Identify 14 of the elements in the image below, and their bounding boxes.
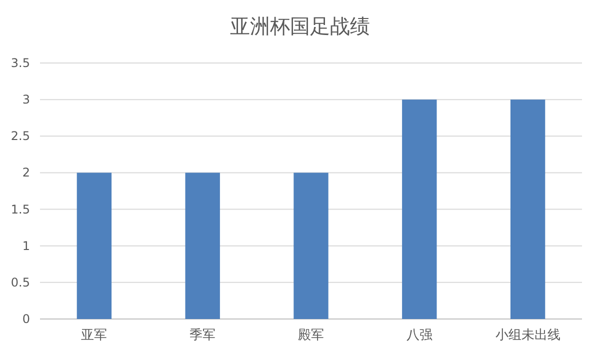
x-tick-label: 亚军 <box>81 328 108 343</box>
chart-title: 亚洲杯国足战绩 <box>230 14 370 38</box>
y-tick-label: 3.5 <box>10 56 30 70</box>
x-tick-label: 小组未出线 <box>495 328 560 343</box>
x-tick-label: 季军 <box>190 328 216 343</box>
y-tick-label: 2.5 <box>10 129 30 144</box>
y-tick-label: 0 <box>22 312 30 326</box>
y-tick-label: 0.5 <box>10 275 30 290</box>
x-tick-label: 殿军 <box>298 328 324 343</box>
y-tick-label: 2 <box>22 166 30 180</box>
x-tick-label: 八强 <box>406 328 432 343</box>
y-tick-label: 1.5 <box>10 202 30 216</box>
y-tick-label: 1 <box>22 238 30 253</box>
y-tick-label: 3 <box>22 92 30 107</box>
